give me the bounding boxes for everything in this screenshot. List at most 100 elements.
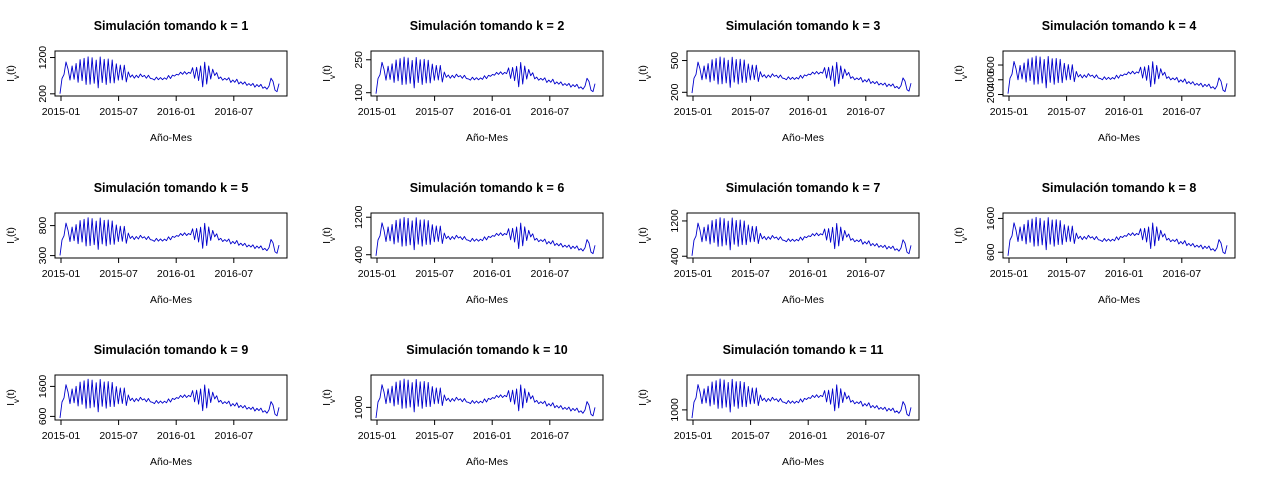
x-tick-label: 2016-07 bbox=[847, 106, 886, 118]
plot-frame bbox=[54, 374, 288, 421]
y-axis-label: Iv(t) bbox=[637, 227, 653, 244]
x-tick-label: 2016-01 bbox=[157, 430, 196, 442]
chart-panel: Simulación tomando k = 2 2015-01 2015-07 20… bbox=[321, 19, 604, 144]
y-tick-label: 1200 bbox=[353, 205, 365, 229]
x-axis-label: Año-Mes bbox=[1098, 132, 1140, 144]
y-axis-label-base: I bbox=[321, 403, 333, 406]
x-axis-label: Año-Mes bbox=[782, 132, 824, 144]
x-tick-label: 2015-07 bbox=[99, 430, 138, 442]
plot-frame bbox=[1002, 212, 1236, 259]
series-line bbox=[691, 378, 912, 419]
y-axis-label-base: I bbox=[953, 241, 965, 244]
series-line bbox=[59, 56, 280, 94]
x-tick-label: 2015-01 bbox=[674, 106, 713, 118]
y-axis-label-sub: v bbox=[328, 237, 337, 241]
y-axis-label: Iv(t) bbox=[321, 65, 337, 82]
plot-frame bbox=[686, 50, 920, 97]
y-axis-label-sub: v bbox=[12, 399, 21, 403]
x-tick-label: 2015-01 bbox=[42, 106, 81, 118]
series-line bbox=[1007, 216, 1228, 256]
y-tick-label: 400 bbox=[985, 71, 997, 89]
x-tick-label: 2016-07 bbox=[1163, 268, 1202, 280]
plot-frame bbox=[370, 212, 604, 259]
y-axis-label-sub: v bbox=[328, 75, 337, 79]
x-tick-label: 2016-01 bbox=[473, 430, 512, 442]
x-tick-label: 2015-01 bbox=[358, 106, 397, 118]
x-axis-label: Año-Mes bbox=[150, 456, 192, 468]
series-line bbox=[59, 217, 280, 256]
y-tick-label: 600 bbox=[985, 56, 997, 74]
x-tick-label: 2015-01 bbox=[990, 106, 1029, 118]
series-line bbox=[375, 216, 596, 256]
series-line bbox=[59, 378, 280, 418]
chart-panel: Simulación tomando k = 3 2015-01 2015-07 20… bbox=[637, 19, 920, 144]
y-axis-label: Iv(t) bbox=[321, 389, 337, 406]
x-tick-label: 2015-01 bbox=[674, 430, 713, 442]
x-tick-label: 2015-07 bbox=[99, 268, 138, 280]
y-axis-label-base: I bbox=[321, 79, 333, 82]
chart-panel: Simulación tomando k = 10 2015-01 2015-07 2… bbox=[321, 343, 604, 468]
y-axis-label-base: I bbox=[637, 241, 649, 244]
y-tick-label: 1600 bbox=[985, 207, 997, 231]
y-axis-label-sub: v bbox=[12, 75, 21, 79]
x-tick-label: 2016-07 bbox=[531, 430, 570, 442]
y-axis-label: Iv(t) bbox=[953, 65, 969, 82]
x-tick-label: 2016-07 bbox=[531, 106, 570, 118]
x-tick-label: 2016-07 bbox=[1163, 106, 1202, 118]
y-axis-label-arg: (t) bbox=[5, 389, 17, 399]
x-tick-label: 2016-01 bbox=[789, 430, 828, 442]
x-tick-label: 2016-01 bbox=[789, 268, 828, 280]
series-line bbox=[691, 217, 912, 256]
chart-title: Simulación tomando k = 6 bbox=[410, 181, 565, 195]
y-tick-label: 600 bbox=[985, 243, 997, 261]
y-axis-label-arg: (t) bbox=[321, 389, 333, 399]
y-axis-label: Iv(t) bbox=[637, 65, 653, 82]
x-tick-label: 2016-01 bbox=[473, 106, 512, 118]
y-tick-label: 1000 bbox=[669, 398, 681, 422]
x-tick-label: 2015-07 bbox=[1047, 106, 1086, 118]
y-axis-label-arg: (t) bbox=[321, 65, 333, 75]
chart-title: Simulación tomando k = 3 bbox=[726, 19, 881, 33]
chart-panel: Simulación tomando k = 8 2015-01 2015-07 20… bbox=[953, 181, 1236, 306]
x-tick-label: 2015-07 bbox=[99, 106, 138, 118]
y-axis-label-sub: v bbox=[644, 399, 653, 403]
y-axis-label-arg: (t) bbox=[5, 227, 17, 237]
y-tick-label: 400 bbox=[353, 246, 365, 264]
series-line bbox=[1007, 55, 1228, 94]
y-tick-label: 200 bbox=[985, 86, 997, 104]
y-tick-label: 1000 bbox=[353, 396, 365, 420]
y-axis-label-sub: v bbox=[12, 237, 21, 241]
x-tick-label: 2016-07 bbox=[847, 430, 886, 442]
chart-title: Simulación tomando k = 8 bbox=[1042, 181, 1197, 195]
x-tick-label: 2016-01 bbox=[157, 106, 196, 118]
chart-panel: Simulación tomando k = 9 2015-01 2015-07 20… bbox=[5, 343, 288, 468]
y-axis-label-arg: (t) bbox=[953, 65, 965, 75]
y-tick-label: 1200 bbox=[37, 46, 49, 70]
x-tick-label: 2015-07 bbox=[731, 106, 770, 118]
y-tick-label: 600 bbox=[37, 407, 49, 425]
y-axis-label-sub: v bbox=[644, 75, 653, 79]
x-axis-label: Año-Mes bbox=[466, 294, 508, 306]
chart-panel: Simulación tomando k = 11 2015-01 2015-07 2… bbox=[637, 343, 920, 468]
plot-frame bbox=[1002, 50, 1236, 97]
x-tick-label: 2015-01 bbox=[358, 430, 397, 442]
y-axis-label-base: I bbox=[637, 403, 649, 406]
plot-frame bbox=[686, 212, 920, 259]
chart-title: Simulación tomando k = 5 bbox=[94, 181, 249, 195]
series-line bbox=[375, 56, 596, 94]
y-axis-label-base: I bbox=[5, 79, 17, 82]
plot-frame bbox=[54, 50, 288, 97]
y-axis-label: Iv(t) bbox=[321, 227, 337, 244]
x-tick-label: 2015-01 bbox=[674, 268, 713, 280]
x-axis-label: Año-Mes bbox=[782, 456, 824, 468]
chart-title: Simulación tomando k = 10 bbox=[406, 343, 568, 357]
plot-frame bbox=[54, 212, 288, 259]
y-axis-label-sub: v bbox=[960, 75, 969, 79]
x-axis-label: Año-Mes bbox=[150, 294, 192, 306]
y-tick-label: 800 bbox=[37, 217, 49, 235]
x-tick-label: 2016-01 bbox=[1105, 106, 1144, 118]
x-axis-label: Año-Mes bbox=[1098, 294, 1140, 306]
y-tick-label: 200 bbox=[669, 83, 681, 101]
y-axis-label-arg: (t) bbox=[5, 65, 17, 75]
